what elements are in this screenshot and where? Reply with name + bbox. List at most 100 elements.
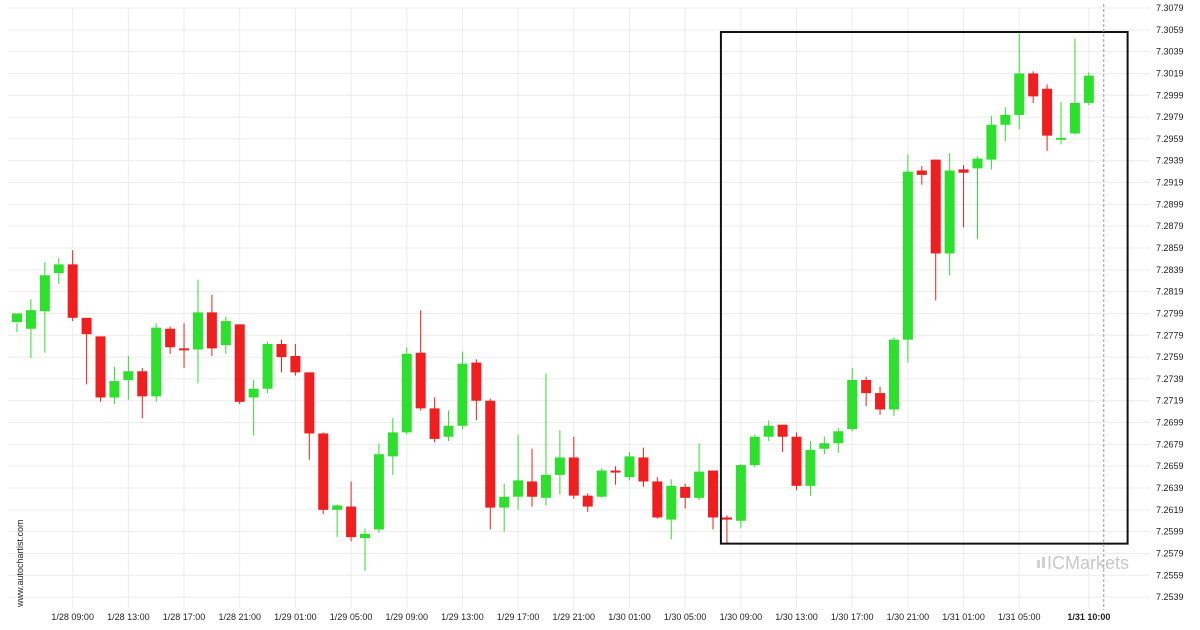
x-tick-label: 1/29 17:00 [497,612,540,622]
brand-logo: ICMarkets [1037,553,1129,573]
x-tick-label: 1/30 13:00 [775,612,818,622]
candle-bullish [763,420,774,442]
candle-bullish [151,323,162,402]
candle-body [499,496,510,508]
candles [12,33,1094,571]
candle-body [123,371,134,380]
candle-bullish [1056,101,1066,145]
candle-bullish [833,428,844,454]
y-tick-label: 7.3079 [1156,3,1184,13]
candle-body [944,170,955,254]
candle-body [443,425,454,437]
x-tick-label: 1/31 01:00 [942,612,985,622]
candle-bearish [206,294,217,356]
candle-bearish [81,317,92,385]
candle-bearish [346,481,357,542]
y-tick-label: 7.2819 [1156,287,1184,297]
candle-body [861,380,872,394]
candle-body [457,363,468,426]
candle-bullish [1083,72,1094,106]
y-tick-label: 7.2979 [1156,112,1184,122]
candle-body [582,495,593,507]
candle-body [1042,88,1053,136]
x-tick-label: 1/29 21:00 [553,612,596,622]
candle-body [847,380,858,430]
y-tick-label: 7.2539 [1156,592,1184,602]
candle-bearish [638,447,649,487]
y-tick-label: 7.2719 [1156,396,1184,406]
x-tick-label: 1/28 13:00 [107,612,150,622]
candle-bearish [429,397,440,443]
candle-body [958,169,969,173]
candle-body [610,470,621,473]
x-tick-label: 1/31 10:00 [1067,612,1110,622]
candle-body [39,275,50,312]
x-tick-label: 1/29 01:00 [274,612,317,622]
x-tick-label: 1/30 05:00 [664,612,707,622]
candle-bullish [847,368,858,432]
candle-body [137,371,148,397]
candle-bullish [39,262,50,353]
candle-body [485,400,496,508]
candle-bullish [332,504,343,538]
y-tick-label: 7.2699 [1156,418,1184,428]
watermark-text: www.autochartist.com [15,519,25,608]
candle-body [401,353,412,433]
candle-body [875,393,886,410]
candle-body [568,457,579,496]
candle-bullish [1069,38,1080,135]
candle-bearish [582,493,593,512]
candle-body [805,449,816,486]
candle-body [290,356,301,373]
x-tick-label: 1/28 21:00 [218,612,261,622]
candle-body [527,481,538,497]
y-tick-label: 7.2879 [1156,221,1184,231]
candle-body [12,313,22,323]
candle-body [513,480,524,497]
candle-body [109,381,120,398]
candle-body [262,344,273,389]
candle-bullish [735,464,746,529]
candle-body [680,486,691,498]
x-tick-label: 1/28 17:00 [163,612,206,622]
y-tick-label: 7.3019 [1156,68,1184,78]
candle-body [721,517,732,520]
y-tick-label: 7.3039 [1156,47,1184,57]
candle-bullish [1000,107,1011,142]
candle-body [1028,73,1039,97]
y-tick-label: 7.2559 [1156,570,1184,580]
candle-body [763,425,774,437]
candle-bearish [276,339,287,373]
candle-body [1000,114,1011,125]
candle-bullish [53,257,64,284]
candle-bullish [888,337,899,416]
candle-bullish [944,153,955,276]
candle-body [735,465,746,521]
x-tick-label: 1/29 05:00 [330,612,373,622]
candle-bearish [179,323,190,368]
x-tick-label: 1/30 01:00 [608,612,651,622]
candle-body [25,310,36,329]
candle-bearish [415,310,426,411]
candle-body [833,431,844,444]
candle-bearish [777,424,788,452]
x-tick-label: 1/31 05:00 [998,612,1041,622]
candle-bullish [554,430,565,495]
candle-bearish [304,372,315,460]
x-tick-label: 1/28 09:00 [51,612,94,622]
y-tick-label: 7.2659 [1156,461,1184,471]
candle-body [179,348,190,351]
candle-body [819,443,830,449]
candle-body [234,324,245,402]
candle-body [916,170,927,175]
y-tick-label: 7.2619 [1156,505,1184,515]
candle-body [332,505,343,510]
y-tick-label: 7.2679 [1156,439,1184,449]
candle-bearish [791,432,802,491]
y-tick-label: 7.2739 [1156,374,1184,384]
candle-body [791,436,802,486]
candle-body [387,432,398,457]
candle-body [902,171,913,340]
pattern-box [719,31,1129,545]
x-tick-label: 1/29 09:00 [385,612,428,622]
